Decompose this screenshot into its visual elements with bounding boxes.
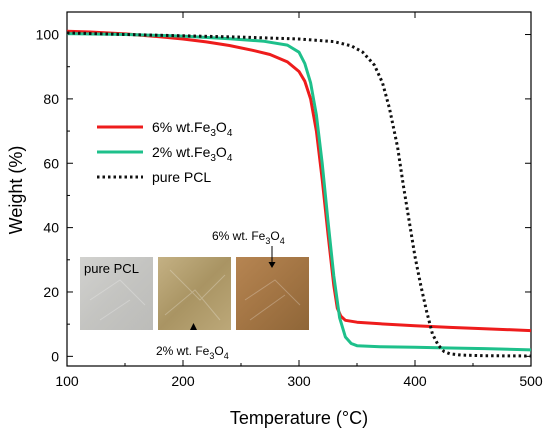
x-tick-label: 300 (287, 373, 311, 389)
legend-label: 6% wt.Fe3O4 (152, 119, 233, 139)
photo-texture (89, 269, 301, 321)
legend-label: pure PCL (152, 169, 211, 185)
photo-label-pure-pcl: pure PCL (84, 261, 139, 276)
annotation-6pct-arrowhead (268, 262, 276, 268)
inset-photos: pure PCL 6% wt. Fe3O4 2% wt. Fe3O4 (80, 229, 309, 361)
x-tick-label: 400 (403, 373, 427, 389)
tick-labels: 100 200 300 400 500 0 20 40 60 80 100 (36, 27, 543, 389)
x-tick-label: 200 (171, 373, 195, 389)
axis-ticks (66, 12, 532, 366)
annotation-2pct: 2% wt. Fe3O4 (156, 344, 229, 361)
y-tick-label: 60 (43, 155, 59, 171)
photo-2pct (158, 257, 231, 330)
data-series (67, 29, 531, 358)
y-tick-label: 0 (51, 348, 59, 364)
legend-label: 2% wt.Fe3O4 (152, 144, 233, 164)
x-tick-label: 500 (519, 373, 543, 389)
y-tick-label: 20 (43, 284, 59, 300)
series-line-2 (67, 31, 531, 358)
annotation-2pct-arrowhead (190, 323, 197, 330)
photo-pure-pcl (80, 257, 153, 330)
y-tick-label: 80 (43, 91, 59, 107)
series-line-1 (67, 32, 531, 352)
legend: 6% wt.Fe3O4 2% wt.Fe3O4 pure PCL (97, 119, 233, 185)
photo-6pct (236, 257, 309, 330)
y-tick-label: 100 (36, 27, 60, 43)
x-tick-label: 100 (55, 373, 79, 389)
x-axis-title: Temperature (°C) (230, 408, 368, 428)
y-tick-label: 40 (43, 220, 59, 236)
y-axis-title: Weight (%) (6, 146, 26, 235)
annotation-6pct: 6% wt. Fe3O4 (212, 229, 285, 246)
series-line-0 (67, 29, 531, 333)
